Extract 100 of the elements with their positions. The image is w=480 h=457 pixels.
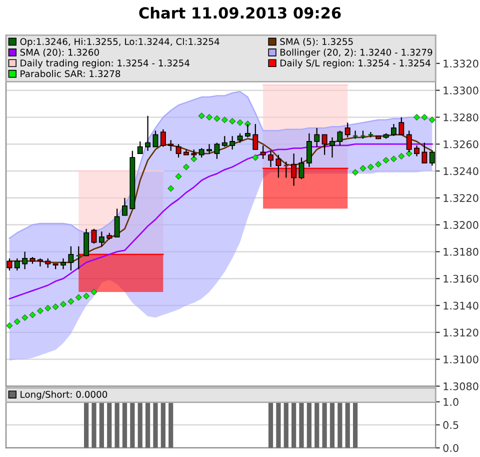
candlestick <box>252 123 258 150</box>
y-tick-label: 1.0 <box>444 398 458 406</box>
candlestick <box>260 144 266 160</box>
point <box>6 322 13 329</box>
point <box>44 304 52 312</box>
point <box>75 294 82 301</box>
y-tick-label: 1.3100 <box>444 355 478 364</box>
point <box>60 300 66 308</box>
legend-label: Daily trading region: 1.3254 - 1.3254 <box>20 59 190 68</box>
candlestick <box>14 258 20 272</box>
candlestick <box>414 144 420 157</box>
candlestick <box>390 123 396 137</box>
point <box>421 114 428 120</box>
candlestick <box>145 115 151 152</box>
point <box>52 304 59 310</box>
candlestick <box>283 161 290 178</box>
candlestick <box>76 246 82 270</box>
point <box>382 157 390 164</box>
candlestick <box>306 132 312 168</box>
point <box>175 173 182 180</box>
point <box>36 308 44 314</box>
candlestick <box>114 208 120 238</box>
candlestick <box>222 135 228 148</box>
point <box>375 161 382 168</box>
candlestick <box>322 134 328 156</box>
point <box>198 112 205 120</box>
chart-title: Chart 11.09.2013 09:26 <box>139 6 341 19</box>
legend-label: Op:1.3246, Hi:1.3255, Lo:1.3244, Cl:1.3254 <box>20 38 220 47</box>
point <box>367 164 374 170</box>
candlestick <box>176 144 182 158</box>
point <box>214 115 220 122</box>
y-tick-label: 1.3180 <box>444 248 478 256</box>
legend-label: Daily S/L region: 1.3254 - 1.3254 <box>280 59 430 68</box>
candlestick <box>206 144 212 154</box>
candlestick <box>6 258 12 272</box>
point <box>14 318 20 325</box>
point <box>190 156 198 162</box>
candlestick <box>422 142 428 164</box>
candlestick <box>291 152 297 186</box>
point <box>168 185 174 192</box>
candlestick <box>98 230 104 247</box>
candlestick <box>60 258 66 270</box>
candlestick <box>168 140 174 152</box>
candlestick <box>398 116 404 136</box>
candlestick <box>276 154 282 178</box>
point <box>90 288 98 296</box>
candlestick <box>37 258 43 268</box>
legend-label: Parabolic SAR: 1.3278 <box>20 70 120 78</box>
point <box>236 119 244 126</box>
point <box>83 292 90 300</box>
y-tick-label: 0.0 <box>443 444 458 452</box>
legend-label: Long/Short: 0.0000 <box>20 390 108 400</box>
candlestick <box>84 228 90 256</box>
point <box>352 169 359 176</box>
point <box>68 298 74 305</box>
candlestick <box>230 135 236 150</box>
candlestick <box>122 197 128 216</box>
point <box>414 114 420 120</box>
y-tick-label: 1.3160 <box>444 274 478 283</box>
candlestick <box>298 157 304 180</box>
candlestick <box>314 127 320 148</box>
candlestick <box>337 130 343 146</box>
point <box>252 154 259 161</box>
y-tick-label: 1.3240 <box>444 167 478 176</box>
point <box>360 165 366 172</box>
point <box>221 116 228 124</box>
y-tick-label: 1.3120 <box>444 328 478 336</box>
point <box>206 114 212 120</box>
y-tick-label: 1.3080 <box>444 382 478 390</box>
candlestick <box>152 130 158 148</box>
candlestick <box>137 140 143 154</box>
point <box>390 156 397 162</box>
y-tick-label: 1.3260 <box>444 140 478 148</box>
point <box>182 164 190 170</box>
candlestick <box>91 228 97 244</box>
point <box>428 116 436 124</box>
point <box>229 118 236 124</box>
candlestick <box>198 148 204 158</box>
point <box>29 312 36 318</box>
y-tick-label: 1.3300 <box>444 86 478 94</box>
candlestick <box>22 251 28 270</box>
y-tick-label: 1.3220 <box>444 194 478 202</box>
y-tick-label: 0.5 <box>443 421 458 429</box>
candlestick <box>45 258 51 268</box>
legend-label: SMA (5): 1.3255 <box>280 38 353 46</box>
y-tick-label: 1.3140 <box>444 302 478 310</box>
legend-label: Bollinger (20, 2): 1.3240 - 1.3279 <box>280 48 432 58</box>
candlestick <box>429 150 435 166</box>
legend-label: SMA (20): 1.3260 <box>20 48 99 57</box>
candlestick <box>160 128 166 148</box>
candlestick <box>330 136 335 158</box>
candlestick <box>214 142 220 160</box>
y-tick-label: 1.3200 <box>444 221 478 229</box>
candlestick <box>344 122 350 138</box>
candlestick <box>68 246 74 272</box>
point <box>398 152 405 160</box>
candlestick <box>268 150 274 168</box>
y-tick-label: 1.3320 <box>444 60 478 68</box>
y-tick-label: 1.3280 <box>444 113 478 122</box>
candlestick <box>237 132 243 144</box>
